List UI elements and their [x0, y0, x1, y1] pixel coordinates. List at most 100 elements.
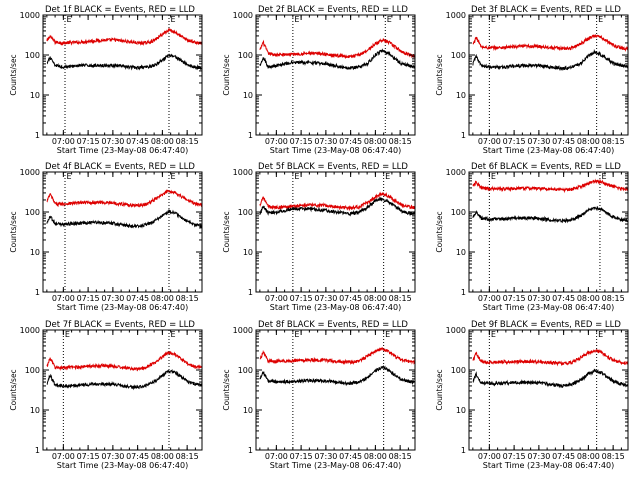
event-marker-label: E [67, 15, 72, 24]
y-axis-label: Counts/sec [222, 211, 231, 252]
y-tick-label: 10 [456, 406, 466, 415]
x-tick-label: 08:15 [389, 452, 412, 461]
y-tick-label: 1 [248, 288, 253, 297]
panel-title: Det 6f BLACK = Events, RED = LLD [471, 162, 621, 172]
y-axis-label: Counts/sec [222, 54, 231, 95]
plot-frame [255, 171, 416, 293]
lld-series-line [472, 178, 629, 194]
x-tick-label: 08:15 [176, 137, 199, 146]
x-axis-label: Start Time (23-May-08 06:47:40) [270, 146, 401, 155]
events-series-line [259, 196, 416, 217]
y-tick-label: 1000 [20, 326, 40, 335]
y-tick-label: 1 [461, 288, 466, 297]
x-axis-label: Start Time (23-May-08 06:47:40) [270, 461, 401, 470]
event-marker-label: E [387, 15, 392, 24]
lld-series-line [46, 350, 203, 372]
x-tick-label: 07:00 [478, 137, 501, 146]
x-axis-label: Start Time (23-May-08 06:47:40) [483, 303, 614, 312]
y-tick-label: 1000 [20, 168, 40, 177]
y-tick-label: 1 [248, 131, 253, 140]
events-series-line [46, 368, 203, 391]
y-tick-label: 1 [35, 131, 40, 140]
y-axis-label: Counts/sec [9, 54, 18, 95]
event-marker-label: E [170, 15, 175, 24]
y-tick-label: 10 [243, 248, 253, 257]
y-tick-label: 1 [461, 446, 466, 455]
y-tick-label: 10 [30, 91, 40, 100]
plot-frame [255, 329, 416, 451]
y-axis-label: Counts/sec [9, 369, 18, 410]
lld-series-line [46, 189, 203, 209]
y-tick-label: 10 [243, 91, 253, 100]
x-tick-label: 08:15 [602, 452, 625, 461]
y-axis-label: Counts/sec [222, 369, 231, 410]
x-axis-label: Start Time (23-May-08 06:47:40) [270, 303, 401, 312]
y-tick-label: 10 [243, 406, 253, 415]
events-series-line [46, 209, 203, 229]
y-tick-label: 100 [451, 208, 466, 217]
x-tick-label: 08:00 [151, 137, 174, 146]
x-tick-label: 07:45 [126, 294, 149, 303]
x-tick-label: 07:45 [339, 294, 362, 303]
y-tick-label: 10 [456, 248, 466, 257]
events-series-line [46, 53, 203, 71]
y-tick-label: 1 [35, 446, 40, 455]
x-axis-label: Start Time (23-May-08 06:47:40) [483, 461, 614, 470]
lld-series-line [259, 346, 416, 366]
event-marker-label: E [491, 15, 496, 24]
lld-series-line [472, 348, 629, 367]
x-tick-label: 08:00 [151, 452, 174, 461]
event-marker-label: E [385, 172, 390, 181]
y-tick-label: 100 [25, 51, 40, 60]
y-tick-label: 100 [238, 51, 253, 60]
x-tick-label: 07:30 [527, 137, 550, 146]
y-tick-label: 1000 [233, 11, 253, 20]
plot-frame [468, 14, 629, 136]
y-tick-label: 1000 [446, 11, 466, 20]
plot-frame [468, 329, 629, 451]
y-tick-label: 1 [35, 288, 40, 297]
lld-series-line [472, 33, 629, 53]
x-tick-label: 08:15 [389, 294, 412, 303]
y-axis-label: Counts/sec [435, 54, 444, 95]
event-marker-label: E [65, 330, 70, 339]
x-tick-label: 08:15 [389, 137, 412, 146]
y-tick-label: 10 [30, 406, 40, 415]
x-tick-label: 07:15 [503, 137, 526, 146]
event-marker-label: E [170, 330, 175, 339]
event-marker-label: E [67, 172, 72, 181]
x-tick-label: 08:00 [364, 137, 387, 146]
x-axis-label: Start Time (23-May-08 06:47:40) [57, 303, 188, 312]
x-tick-label: 08:15 [176, 294, 199, 303]
y-tick-label: 1000 [446, 168, 466, 177]
event-marker-label: E [598, 330, 603, 339]
x-tick-label: 07:15 [290, 452, 313, 461]
y-tick-label: 10 [30, 248, 40, 257]
events-series-line [472, 368, 629, 389]
x-axis-label: Start Time (23-May-08 06:47:40) [483, 146, 614, 155]
x-tick-label: 07:15 [290, 137, 313, 146]
x-tick-label: 08:00 [151, 294, 174, 303]
x-axis-label: Start Time (23-May-08 06:47:40) [57, 461, 188, 470]
lld-series-line [259, 38, 416, 60]
x-tick-label: 08:15 [176, 452, 199, 461]
events-series-line [259, 365, 416, 387]
events-series-line [472, 48, 629, 72]
y-tick-label: 100 [25, 208, 40, 217]
panel-title: Det 2f BLACK = Events, RED = LLD [258, 5, 408, 15]
x-tick-label: 07:00 [52, 137, 75, 146]
event-marker-label: E [598, 15, 603, 24]
panel-title: Det 4f BLACK = Events, RED = LLD [45, 162, 195, 172]
event-marker-label: E [294, 15, 299, 24]
x-tick-label: 07:00 [478, 294, 501, 303]
event-marker-label: E [385, 330, 390, 339]
panel-title: Det 7f BLACK = Events, RED = LLD [45, 320, 195, 330]
y-axis-label: Counts/sec [435, 369, 444, 410]
